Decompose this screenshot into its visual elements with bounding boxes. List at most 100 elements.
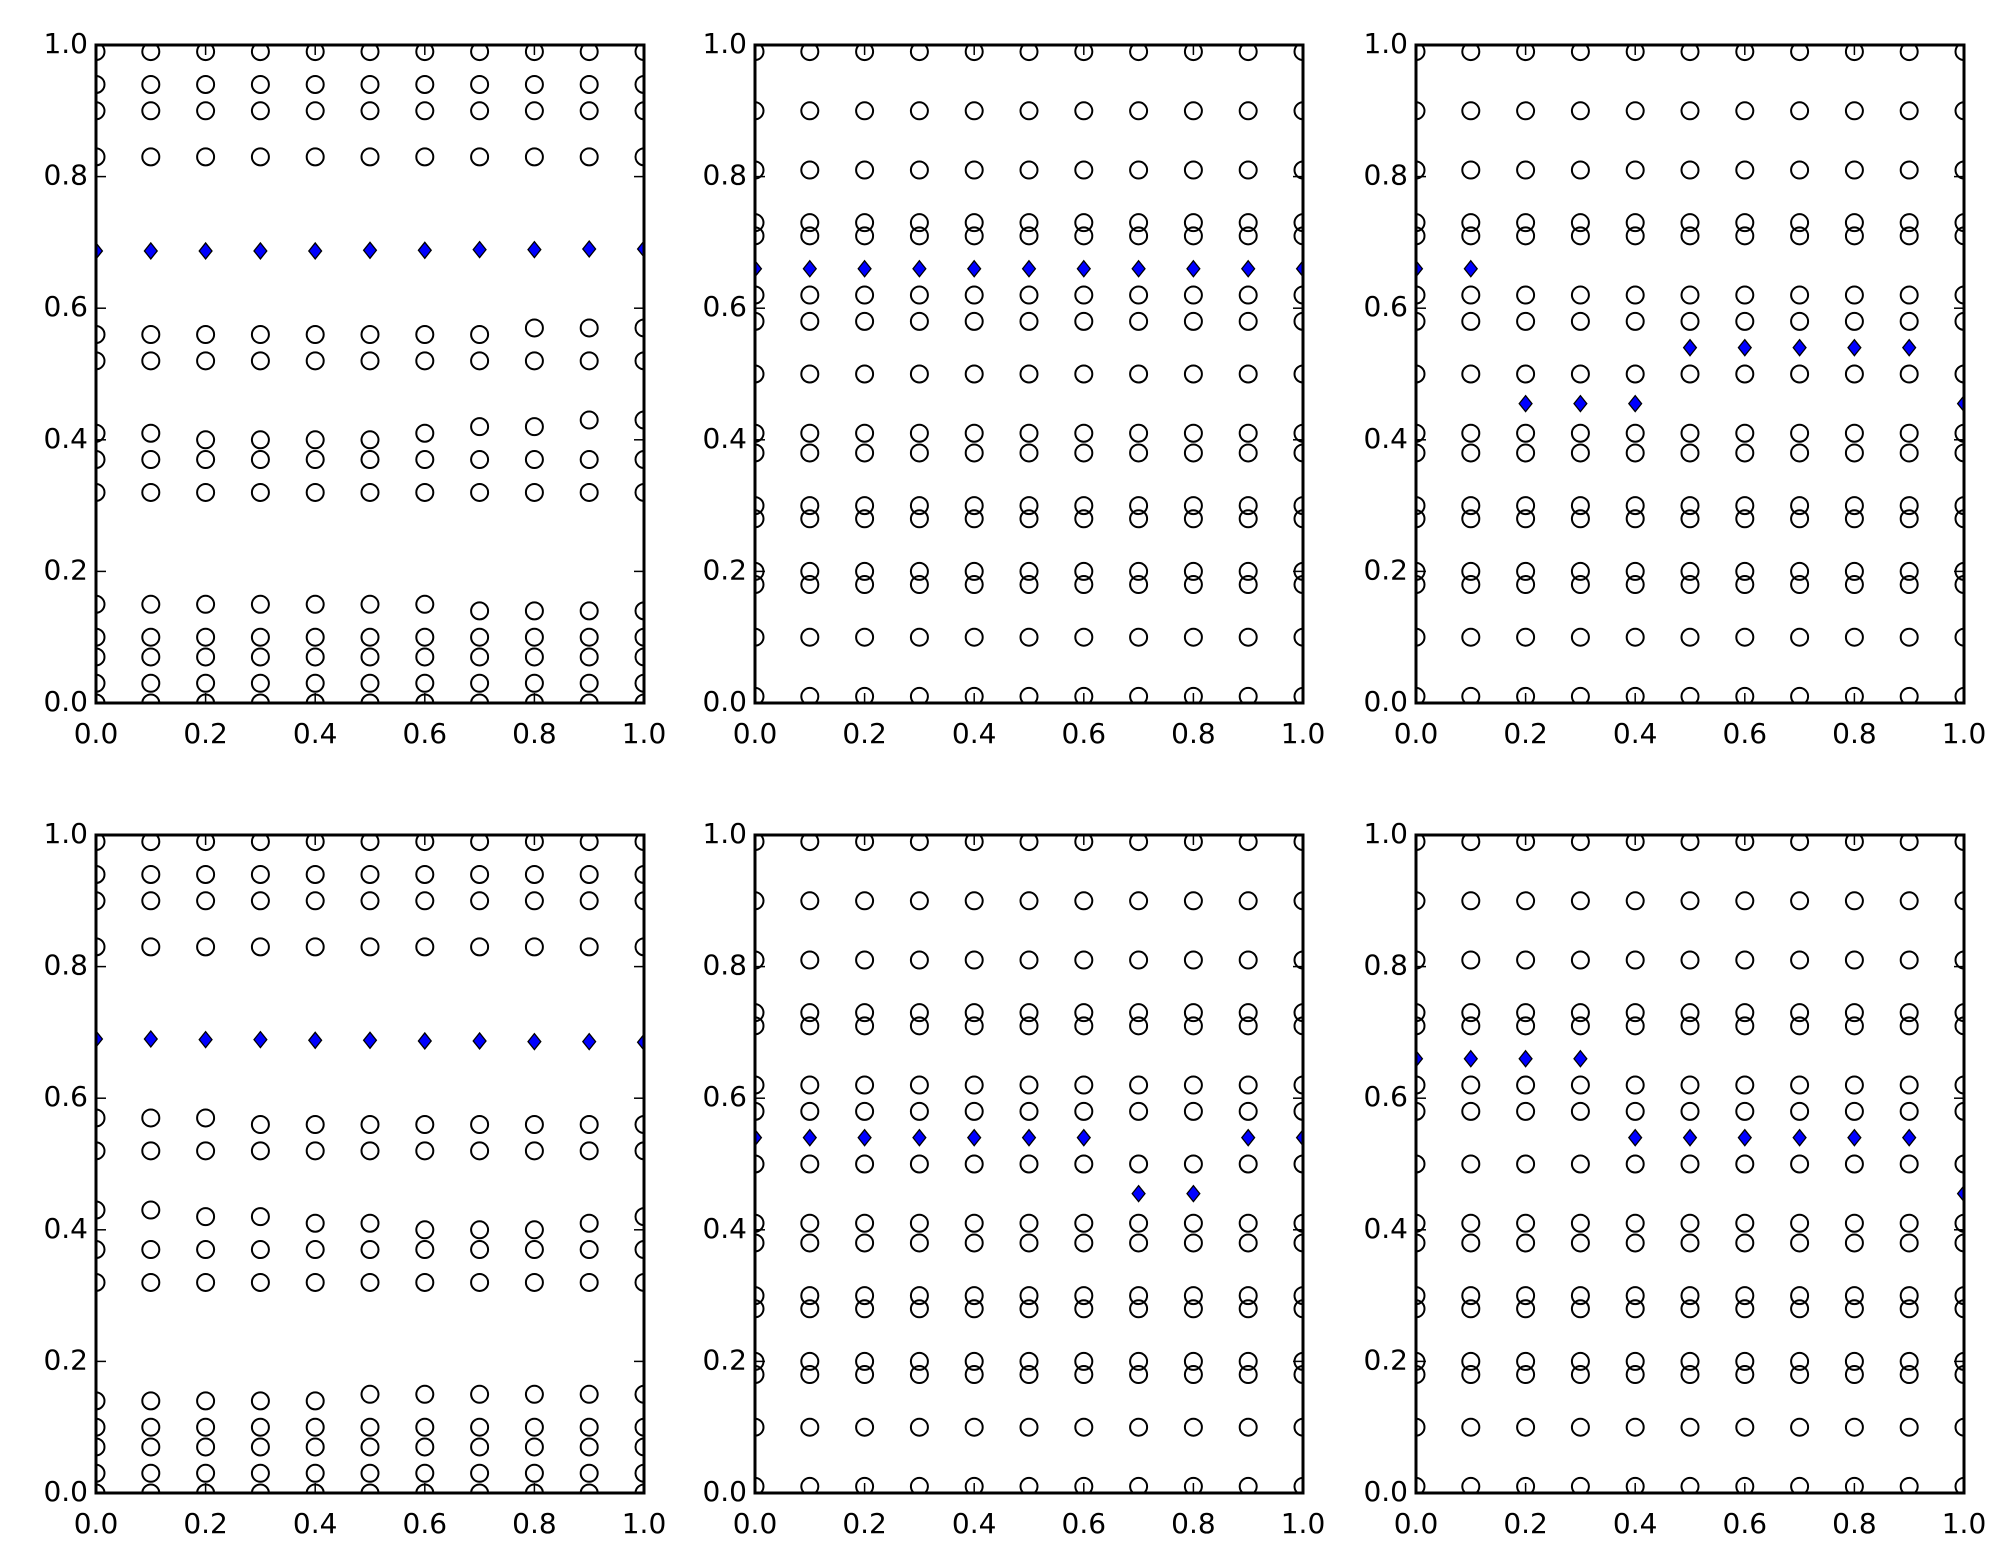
- circle-point: [1238, 213, 1258, 233]
- circle-point: [1680, 45, 1700, 62]
- circle-point: [1074, 950, 1094, 970]
- circle-point: [196, 627, 216, 647]
- circle-point: [909, 891, 929, 911]
- circle-point: [1790, 1417, 1810, 1437]
- circle-point: [1735, 364, 1755, 384]
- circle-point: [1129, 160, 1149, 180]
- circle-point: [524, 673, 544, 693]
- circle-point: [909, 1351, 929, 1371]
- circle-point: [800, 101, 820, 121]
- circle-point: [1238, 226, 1258, 246]
- circle-point: [1129, 213, 1149, 233]
- circle-point: [250, 594, 270, 614]
- circle-point: [1790, 1233, 1810, 1253]
- circle-point: [1019, 1003, 1039, 1023]
- diamond-point: [307, 241, 323, 260]
- circle-point: [360, 1463, 380, 1483]
- circle-point: [1954, 423, 1964, 443]
- circle-point: [1844, 213, 1864, 233]
- diamond-point: [1186, 1184, 1201, 1203]
- y-tick-label: 0.6: [702, 1080, 747, 1113]
- circle-point: [964, 575, 984, 595]
- circle-point: [755, 160, 765, 180]
- circle-point: [1293, 1233, 1303, 1253]
- circle-point: [524, 1272, 544, 1292]
- diamond-point: [1901, 338, 1917, 357]
- circle-point: [1461, 364, 1481, 384]
- circle-point: [96, 450, 106, 470]
- circle-point: [1844, 285, 1864, 305]
- circle-point: [360, 430, 380, 450]
- diamond-point: [1295, 259, 1303, 278]
- circle-point: [524, 627, 544, 647]
- y-tick-label: 1.0: [1363, 27, 1408, 60]
- circle-point: [1570, 226, 1590, 246]
- y-tick-label: 0.4: [702, 1212, 747, 1245]
- diamond-point: [1518, 394, 1533, 413]
- circle-point: [470, 147, 490, 167]
- circle-point: [250, 74, 270, 94]
- circle-point: [305, 1272, 325, 1292]
- circle-point: [360, 325, 380, 345]
- circle-point: [1570, 1003, 1590, 1023]
- circle-point: [1790, 686, 1810, 703]
- circle-point: [415, 147, 435, 167]
- circle-point: [1074, 1154, 1094, 1174]
- circle-point: [415, 45, 435, 62]
- circle-point: [1899, 1365, 1919, 1385]
- circle-point: [141, 74, 161, 94]
- circle-point: [1293, 950, 1303, 970]
- circle-point: [415, 594, 435, 614]
- circle-point: [1899, 1476, 1919, 1493]
- circle-point: [579, 1437, 599, 1457]
- circle-point: [1293, 1417, 1303, 1437]
- circle-point: [524, 101, 544, 121]
- circle-point: [1790, 1213, 1810, 1233]
- circle-point: [1019, 423, 1039, 443]
- circle-point: [579, 1141, 599, 1161]
- circle-point: [964, 1365, 984, 1385]
- circle-point: [196, 351, 216, 371]
- circle-point: [1019, 1286, 1039, 1306]
- circle-point: [250, 430, 270, 450]
- circle-point: [1570, 561, 1590, 581]
- circle-point: [1570, 1101, 1590, 1121]
- circle-point: [1899, 423, 1919, 443]
- circle-point: [1461, 285, 1481, 305]
- circle-point: [1183, 496, 1203, 516]
- circle-point: [1183, 627, 1203, 647]
- axes-frame: [94, 43, 646, 705]
- diamond-point: [1627, 1128, 1643, 1147]
- circle-point: [470, 1384, 490, 1404]
- circle-point: [1790, 1476, 1810, 1493]
- circle-point: [1019, 561, 1039, 581]
- circle-point: [579, 647, 599, 667]
- circle-point: [755, 575, 765, 595]
- y-tick-label: 0.0: [1363, 1475, 1408, 1508]
- circle-point: [634, 74, 644, 94]
- circle-point: [1516, 1003, 1536, 1023]
- circle-point: [470, 1115, 490, 1135]
- circle-point: [855, 160, 875, 180]
- circle-point: [1954, 443, 1964, 463]
- circle-point: [1293, 496, 1303, 516]
- circle-point: [1019, 1233, 1039, 1253]
- circle-point: [800, 1154, 820, 1174]
- diamond-point: [96, 1029, 104, 1049]
- circle-point: [579, 1463, 599, 1483]
- circle-point: [1293, 226, 1303, 246]
- circle-point: [141, 647, 161, 667]
- circle-point: [1183, 509, 1203, 529]
- circle-point: [1625, 213, 1645, 233]
- circle-point: [755, 1365, 765, 1385]
- diamond-point: [1186, 259, 1201, 278]
- circle-point: [196, 1463, 216, 1483]
- circle-point: [1570, 1351, 1590, 1371]
- circle-point: [141, 1240, 161, 1260]
- circle-point: [855, 1213, 875, 1233]
- circle-point: [1416, 1299, 1426, 1319]
- circle-point: [415, 627, 435, 647]
- circle-point: [800, 509, 820, 529]
- circle-point: [360, 937, 380, 957]
- circle-point: [1570, 1299, 1590, 1319]
